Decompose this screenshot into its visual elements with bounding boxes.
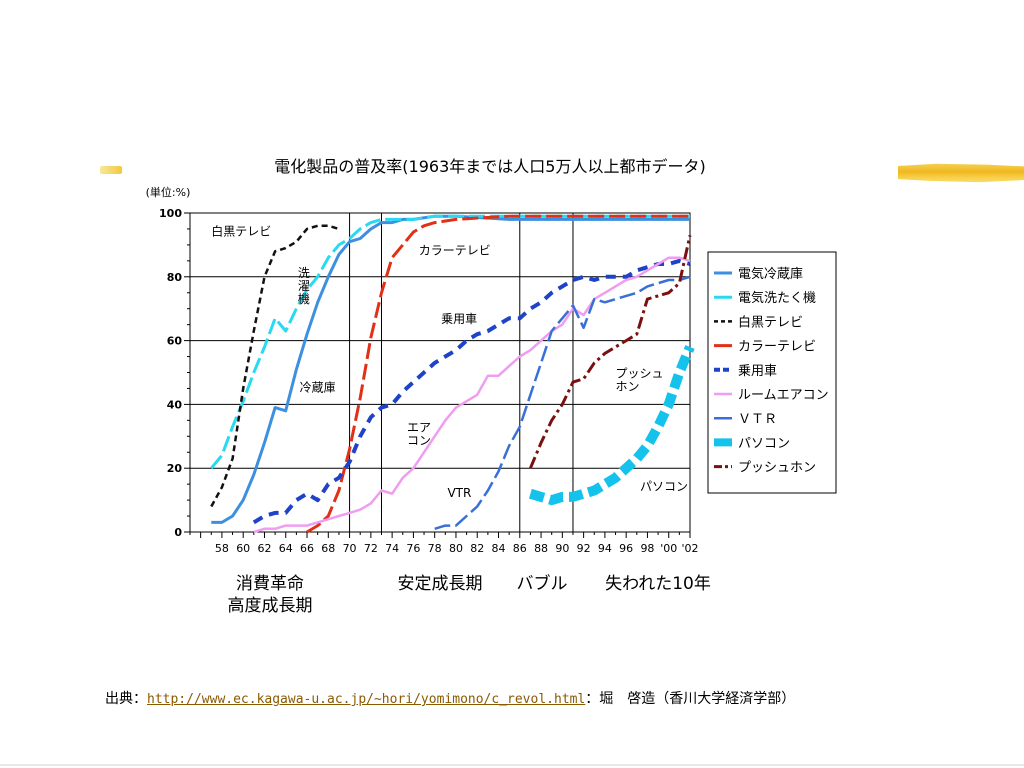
footer-divider [0, 764, 1024, 766]
x-tick-label: 72 [364, 542, 378, 555]
x-tick-label: 64 [279, 542, 293, 555]
chart-annotation: 濯 [298, 279, 310, 293]
series-line [253, 256, 691, 534]
series-line [210, 224, 340, 508]
series-line [434, 275, 691, 530]
x-tick-label: 86 [513, 542, 527, 555]
y-tick-label: 20 [167, 462, 183, 475]
source-author: ：堀 啓造（香川大学経済学部） [585, 691, 796, 707]
x-tick-label: 66 [300, 542, 314, 555]
x-tick-label: 80 [449, 542, 463, 555]
legend-label: 電気洗たく機 [738, 290, 816, 306]
x-tick-label: 76 [406, 542, 420, 555]
series-line [210, 214, 690, 470]
decor-brush-right [898, 163, 1024, 183]
legend-label: 電気冷蔵庫 [738, 266, 803, 282]
x-tick-label: 68 [321, 542, 335, 555]
chart-annotation: 白黒テレビ [211, 223, 271, 238]
legend-label: 乗用車 [738, 364, 777, 379]
x-tick-label: 98 [640, 542, 654, 555]
x-tick-label: 78 [428, 542, 442, 555]
chart-annotation: 冷蔵庫 [300, 381, 336, 395]
unit-label: (単位:%) [146, 185, 191, 199]
x-tick-label: '00 [660, 542, 677, 555]
chart-title: 電化製品の普及率(1963年までは人口5万人以上都市データ) [274, 157, 705, 176]
chart-annotation: パソコン [640, 480, 688, 494]
x-tick-label: '02 [681, 542, 698, 555]
y-tick-label: 60 [167, 335, 183, 348]
x-tick-label: 96 [619, 542, 633, 555]
x-tick-label: 94 [598, 542, 612, 555]
x-tick-label: 84 [492, 542, 506, 555]
chart-annotation: ホン [616, 379, 640, 393]
series-line [252, 258, 691, 525]
series-line [306, 214, 690, 534]
legend-label: ルームエアコン [738, 388, 829, 403]
series-line [529, 234, 692, 469]
x-tick-label: 88 [534, 542, 548, 555]
legend-label: カラーテレビ [738, 340, 816, 355]
chart-annotation: 機 [298, 291, 310, 306]
chart-annotation: コン [407, 434, 431, 448]
chart-annotation: エア [407, 421, 431, 435]
decor-brush-left [100, 166, 122, 174]
x-tick-label: 90 [555, 542, 569, 555]
period-label: バブル [517, 573, 568, 594]
source-link[interactable]: http://www.ec.kagawa-u.ac.jp/~hori/yomim… [147, 692, 586, 707]
y-tick-label: 80 [167, 271, 183, 284]
chart-annotation: カラーテレビ [419, 243, 491, 257]
y-tick-label: 40 [167, 398, 183, 411]
x-tick-label: 92 [577, 542, 591, 555]
x-tick-label: 62 [257, 542, 271, 555]
source-label: 出典： [105, 691, 147, 707]
legend-label: プッシュホン [738, 461, 816, 476]
source-citation: 出典：http://www.ec.kagawa-u.ac.jp/~hori/yo… [105, 688, 795, 708]
x-tick-label: 70 [343, 542, 357, 555]
period-label: 失われた10年 [605, 574, 711, 594]
x-tick-label: 58 [215, 542, 229, 555]
legend-box [707, 251, 837, 494]
legend-label: パソコン [738, 436, 790, 451]
y-tick-label: 0 [174, 526, 182, 539]
chart-annotation: 乗用車 [441, 312, 477, 326]
period-label: 安定成長期 [398, 574, 483, 594]
period-label: 消費革命 [236, 574, 304, 594]
chart-annotation: 洗 [298, 266, 310, 280]
x-tick-label: 82 [470, 542, 484, 555]
series-line [528, 345, 695, 506]
x-tick-label: 60 [236, 542, 250, 555]
chart-annotation: プッシュ [616, 366, 664, 380]
period-label: 高度成長期 [228, 596, 313, 616]
legend-label: ＶＴＲ [738, 412, 777, 427]
x-tick-label: 74 [385, 542, 399, 555]
legend-label: 白黒テレビ [738, 314, 803, 330]
chart-annotation: VTR [447, 486, 471, 500]
y-tick-label: 100 [159, 207, 182, 220]
